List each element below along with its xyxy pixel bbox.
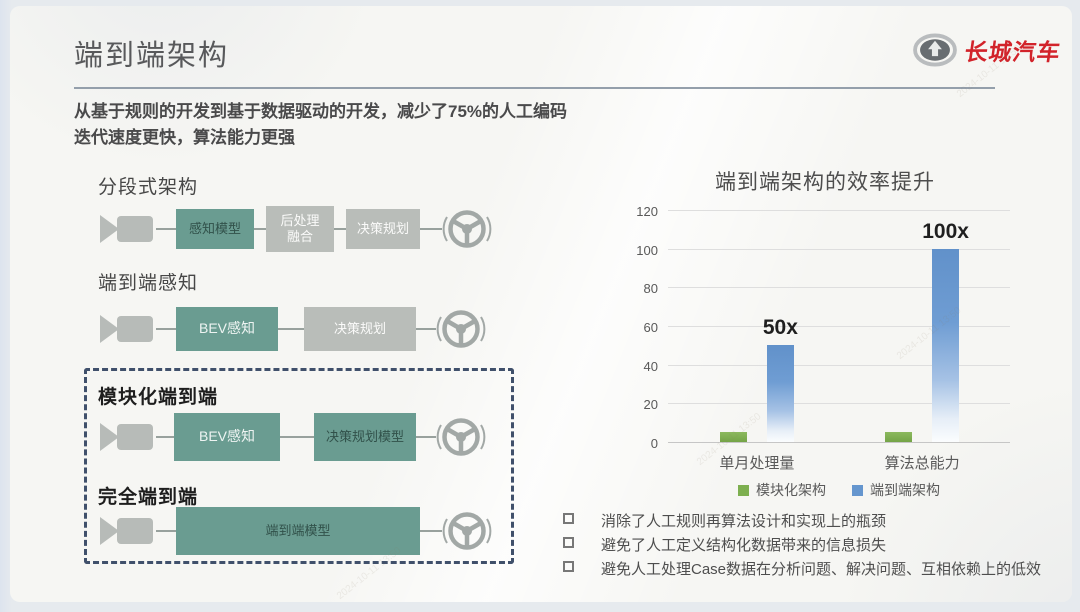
- bullet-item: 避免人工处理Case数据在分析问题、解决问题、互相依赖上的低效: [563, 558, 1041, 579]
- y-axis-tick: 120: [636, 204, 658, 219]
- legend-label: 端到端架构: [870, 482, 940, 498]
- bar-模块化架构: [885, 432, 913, 442]
- flow-box: 后处理 融合: [266, 206, 334, 252]
- x-axis-category: 单月处理量: [719, 455, 795, 472]
- arch-flow-modular-e2e: BEV感知 决策规划模型: [98, 412, 486, 462]
- y-axis-tick: 60: [643, 320, 658, 335]
- bullet-item: 消除了人工规则再算法设计和实现上的瓶颈: [563, 510, 1041, 531]
- connector-line: [156, 328, 176, 330]
- gridline: [668, 248, 1010, 250]
- square-bullet-icon: [563, 561, 574, 572]
- flow-box-label: 融合: [286, 229, 313, 244]
- steering-wheel-icon: [442, 210, 492, 248]
- gridline: [668, 442, 1010, 443]
- steering-wheel-icon: [436, 418, 486, 456]
- takeaway-bullets: 消除了人工规则再算法设计和实现上的瓶颈 避免了人工定义结构化数据带来的信息损失 …: [563, 510, 1041, 582]
- flow-box: BEV感知: [174, 413, 280, 461]
- bar-端到端架构: [766, 345, 794, 442]
- title-underline: [74, 87, 995, 89]
- flow-box: 决策规划: [304, 307, 416, 351]
- legend-item: 模块化架构: [738, 480, 826, 500]
- camera-icon: [100, 215, 153, 243]
- connector-line: [416, 436, 436, 438]
- slide: 端到端架构 从基于规则的开发到基于数据驱动的开发，减少了75%的人工编码 迭代速…: [10, 6, 1072, 602]
- subtitle-line2: 迭代速度更快，算法能力更强: [74, 128, 295, 148]
- y-axis-tick: 20: [643, 397, 658, 413]
- arch-flow-segmented: 感知模型 后处理 融合 决策规划: [98, 204, 492, 254]
- steering-wheel-icon: [436, 310, 486, 348]
- page-title: 端到端架构: [74, 40, 230, 72]
- bar-group: 50x: [719, 316, 798, 442]
- chart-legend: 模块化架构 端到端架构: [668, 480, 1010, 500]
- chart-categories: 单月处理量 算法总能力: [668, 452, 1010, 474]
- bullet-item: 避免了人工定义结构化数据带来的信息损失: [563, 534, 1041, 555]
- brand-logo: 长城汽车: [912, 32, 1063, 68]
- flow-box: 感知模型: [176, 209, 254, 249]
- chart-title: 端到端架构的效率提升: [715, 171, 935, 194]
- gridline: [668, 326, 1010, 327]
- bar-wrap: [719, 432, 747, 442]
- flow-box-label: 后处理: [280, 212, 320, 228]
- y-axis-tick: 100: [636, 242, 658, 258]
- connector-line: [280, 436, 314, 438]
- legend-swatch-icon: [738, 484, 749, 496]
- connector-line: [420, 228, 442, 230]
- bar-wrap: 100x: [922, 220, 969, 442]
- steering-wheel-icon: [442, 512, 492, 550]
- arch-title-segmented: 分段式架构: [98, 177, 199, 198]
- connector-line: [156, 530, 176, 532]
- square-bullet-icon: [563, 537, 574, 548]
- bullet-text: 避免了人工定义结构化数据带来的信息损失: [601, 537, 887, 554]
- bullet-text: 消除了人工规则再算法设计和实现上的瓶颈: [601, 513, 887, 530]
- y-axis-tick: 0: [650, 436, 658, 451]
- modular-end2end-group-box: [84, 368, 514, 564]
- connector-line: [334, 228, 346, 230]
- arch-flow-e2e-perception: BEV感知 决策规划: [98, 304, 486, 354]
- bar-wrap: 50x: [763, 316, 798, 442]
- bullet-text: 避免人工处理Case数据在分析问题、解决问题、互相依赖上的低效: [601, 561, 1042, 578]
- camera-icon: [100, 517, 153, 545]
- arch-title-e2e-perception: 端到端感知: [98, 273, 199, 294]
- subtitle: 从基于规则的开发到基于数据驱动的开发，减少了75%的人工编码 迭代速度更快，算法…: [74, 99, 694, 152]
- camera-icon: [100, 423, 153, 451]
- legend-label: 模块化架构: [756, 482, 826, 498]
- camera-icon: [100, 315, 153, 343]
- connector-line: [420, 530, 442, 532]
- bar-group: 100x: [885, 220, 969, 442]
- y-axis-tick: 80: [643, 281, 658, 297]
- arch-flow-full-e2e: 端到端模型: [98, 506, 492, 556]
- chart-plot: 0 20 40 60 80 100 120 50x 100x: [636, 204, 1010, 451]
- arch-title-full-e2e: 完全端到端: [98, 487, 199, 508]
- flow-box: 端到端模型: [176, 507, 420, 555]
- gridline: [668, 287, 1010, 289]
- legend-item: 端到端架构: [852, 480, 940, 500]
- square-bullet-icon: [563, 513, 574, 524]
- arch-title-modular-e2e: 模块化端到端: [98, 387, 219, 408]
- connector-line: [254, 228, 266, 230]
- legend-swatch-icon: [852, 484, 863, 496]
- y-axis-tick: 40: [643, 358, 658, 374]
- bar-wrap: [885, 432, 913, 442]
- connector-line: [278, 328, 304, 330]
- bar-data-label: 100x: [922, 219, 969, 243]
- bar-模块化架构: [719, 432, 747, 442]
- gridline: [668, 210, 1010, 211]
- x-axis-category: 算法总能力: [884, 455, 960, 472]
- subtitle-line1: 从基于规则的开发到基于数据驱动的开发，减少了75%的人工编码: [74, 102, 568, 121]
- brand-name: 长城汽车: [962, 39, 1063, 65]
- gridline: [668, 364, 1010, 366]
- connector-line: [156, 436, 174, 438]
- gridline: [668, 403, 1010, 405]
- connector-line: [156, 228, 176, 230]
- connector-line: [416, 328, 436, 330]
- flow-box: BEV感知: [176, 307, 278, 351]
- flow-box: 决策规划: [346, 209, 420, 249]
- gwm-emblem-icon: [913, 33, 957, 67]
- bar-data-label: 50x: [762, 316, 798, 340]
- bar-端到端架构: [932, 248, 960, 442]
- flow-box: 决策规划模型: [314, 413, 416, 461]
